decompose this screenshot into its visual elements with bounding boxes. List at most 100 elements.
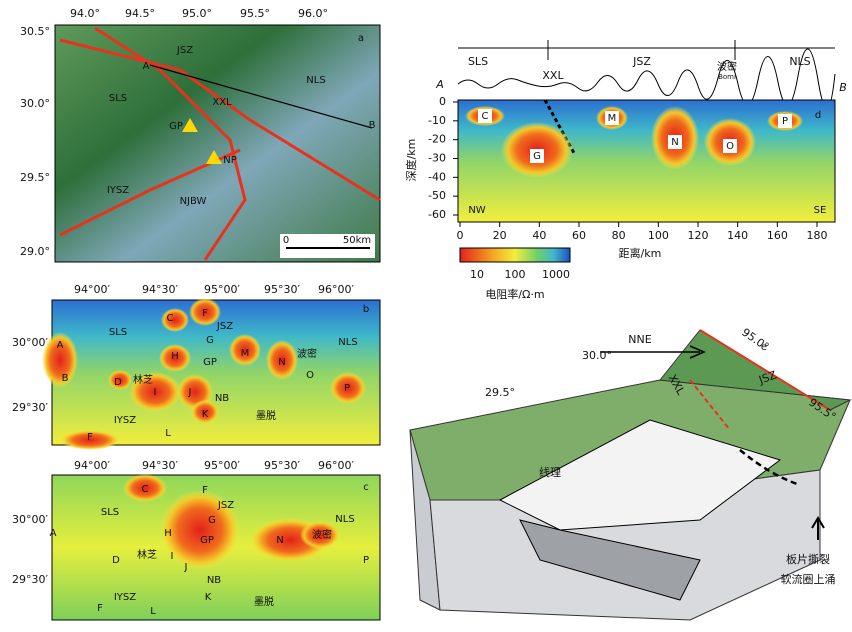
anomaly-box xyxy=(605,111,619,125)
map-label: N xyxy=(278,357,285,368)
map-label: GP xyxy=(203,357,217,368)
map-label: C xyxy=(167,313,174,324)
tear-line xyxy=(739,449,801,487)
map-label: L xyxy=(150,606,156,617)
x-tick-label: 180 xyxy=(807,229,828,242)
x-tick-label: 40 xyxy=(532,229,546,242)
x-tick-label: 100 xyxy=(648,229,669,242)
conductor xyxy=(300,521,340,549)
map-label: G xyxy=(208,515,216,526)
conductor xyxy=(159,344,191,372)
map-label: NLS xyxy=(338,337,357,348)
map-a xyxy=(54,24,381,263)
lon-tick-label: 95°00′ xyxy=(204,283,240,296)
panel-label: d xyxy=(815,110,821,121)
conductor xyxy=(123,474,167,502)
coord-label: 30.0° xyxy=(582,349,612,362)
y-tick-label: -10 xyxy=(428,114,446,127)
profile-label: A xyxy=(435,78,444,91)
map-label: JSZ xyxy=(217,500,234,511)
conductor xyxy=(330,372,366,404)
conductor xyxy=(42,332,78,388)
map-label: IYSZ xyxy=(114,592,136,603)
map-label: 墨脱 xyxy=(256,409,276,422)
map-label: 波密 xyxy=(312,528,332,541)
lon-tick-label: 95.5° xyxy=(240,7,270,20)
map-label: 林芝 xyxy=(133,373,153,386)
scale-box xyxy=(280,234,375,258)
conductor xyxy=(191,400,219,424)
site-np xyxy=(206,150,222,164)
lat-tick-label: 29.5° xyxy=(20,171,50,184)
lon-tick-label: 94°30′ xyxy=(142,283,178,296)
anomaly-label: N xyxy=(671,137,678,148)
map-label: 林芝 xyxy=(137,548,157,561)
map-b xyxy=(51,299,381,446)
colorbar-tick: 10 xyxy=(470,268,484,281)
map-label: B xyxy=(62,373,69,384)
site-gp xyxy=(182,118,198,132)
block-label: 线理 xyxy=(539,465,561,479)
lon-tick-label: 94.5° xyxy=(125,7,155,20)
map-label: D xyxy=(112,555,120,566)
map-label: F xyxy=(202,308,208,319)
x-tick-label: 0 xyxy=(457,229,464,242)
y-tick-label: -20 xyxy=(428,133,446,146)
scale-label: 50km xyxy=(343,235,371,246)
anomaly-box xyxy=(530,149,544,163)
lat-tick-label: 30.0° xyxy=(20,97,50,110)
anomaly-box xyxy=(668,135,682,149)
slab xyxy=(498,419,782,531)
profile-label: XXL xyxy=(542,69,564,82)
map-label: I xyxy=(154,387,157,398)
map-label: SLS xyxy=(109,327,127,338)
axis-title: 深度/km xyxy=(404,139,418,182)
x-tick-label: 80 xyxy=(612,229,626,242)
lon-tick-label: 96°00′ xyxy=(318,459,354,472)
lon-tick-label: 94°00′ xyxy=(74,459,110,472)
map-label: XXL xyxy=(212,97,232,108)
map-label: B xyxy=(369,120,376,131)
map-label: P xyxy=(344,383,350,394)
map-label: H xyxy=(164,528,172,539)
axis-title: 距离/km xyxy=(619,246,662,260)
zone-label: JSZ xyxy=(632,55,651,68)
upwelling-arrow xyxy=(811,516,825,540)
lon-tick-label: 95°30′ xyxy=(264,459,300,472)
anomaly-label: P xyxy=(782,116,788,127)
panel-label: b xyxy=(363,304,369,315)
map-label: D xyxy=(114,377,122,388)
profile-label: Bomi xyxy=(718,73,736,81)
map-label: P xyxy=(363,555,369,566)
lat-tick-label: 30.5° xyxy=(20,25,50,38)
colorbar-tick: 100 xyxy=(505,268,526,281)
anomaly-box xyxy=(778,114,792,128)
map-label: NJBW xyxy=(180,196,207,207)
x-tick-label: 60 xyxy=(572,229,586,242)
conductor xyxy=(161,308,189,332)
lon-tick-label: 95.0° xyxy=(182,7,212,20)
anomaly-label: O xyxy=(726,141,734,152)
y-tick-label: -60 xyxy=(428,208,446,221)
anomaly-box xyxy=(478,109,492,123)
lat-tick-label: 29°30′ xyxy=(12,401,48,414)
fault xyxy=(59,38,381,202)
conductor xyxy=(266,340,298,380)
block-label: JSZ xyxy=(756,368,779,387)
map-label: K xyxy=(205,592,212,603)
map-label: F xyxy=(97,603,103,614)
jsz-trace xyxy=(699,329,831,411)
coord-label: 95.0° xyxy=(739,326,771,354)
section-frame xyxy=(457,99,836,223)
lon-tick-label: 95°00′ xyxy=(204,459,240,472)
anomaly-label: M xyxy=(608,113,617,124)
zone-label: NLS xyxy=(789,55,810,68)
legend-label: 板片撕裂 xyxy=(786,552,830,566)
map-label: J xyxy=(188,387,192,398)
zone-line xyxy=(458,40,835,60)
lat-tick-label: 29°30′ xyxy=(12,573,48,586)
map-label: L xyxy=(165,428,171,439)
lon-tick-label: 96°00′ xyxy=(318,283,354,296)
slab-lower xyxy=(519,519,701,601)
